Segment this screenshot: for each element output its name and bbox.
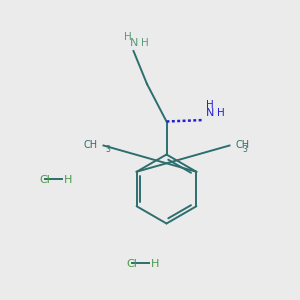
Text: CH: CH (83, 140, 98, 151)
Text: 3: 3 (105, 145, 110, 154)
Text: Cl: Cl (39, 175, 50, 185)
Text: Cl: Cl (126, 259, 137, 269)
Text: H: H (124, 32, 132, 42)
Text: H: H (141, 38, 149, 48)
Text: N: N (206, 108, 214, 118)
Text: 3: 3 (243, 145, 248, 154)
Text: H: H (64, 175, 73, 185)
Text: H: H (206, 100, 213, 110)
Text: N: N (130, 38, 138, 48)
Text: H: H (151, 259, 160, 269)
Text: CH: CH (236, 140, 250, 151)
Text: H: H (217, 108, 224, 118)
